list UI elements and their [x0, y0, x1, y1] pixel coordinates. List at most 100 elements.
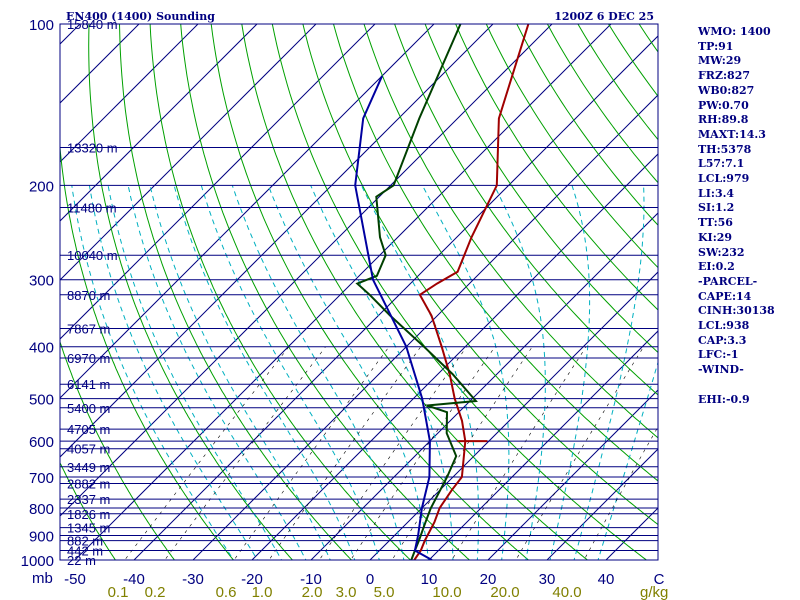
pressure-unit-label: mb — [32, 570, 53, 587]
mixing-ratio-axis: 0.1 0.2 0.6 1.0 2.0 3.0 5.0 10.0 20.0 40.0 g/kg — [108, 584, 669, 600]
temperature-line — [413, 24, 530, 560]
mixing-ratio-line — [319, 346, 467, 560]
mixing-ratio-label: 3.0 — [336, 584, 357, 600]
height-label: 11480 m — [67, 201, 117, 216]
isotherm-line — [60, 24, 376, 340]
pressure-tick-label: 400 — [29, 340, 54, 357]
pressure-tick-label: 700 — [29, 470, 54, 487]
plot-frame — [59, 23, 659, 561]
isotherm-line — [60, 24, 199, 163]
mixing-ratio-label: 20.0 — [490, 584, 519, 600]
index-line: EI:0.2 — [698, 260, 735, 274]
temperature-tick-label: 10 — [421, 571, 438, 588]
dry-adiabat — [60, 461, 117, 560]
index-line: SI:1.2 — [698, 201, 735, 215]
index-line: CAPE:14 — [698, 289, 752, 303]
index-line: LFC:-1 — [698, 348, 739, 362]
temperature-tick-label: 30 — [539, 571, 556, 588]
temperature-tick-label: -30 — [182, 571, 204, 588]
temperature-tick-label: 40 — [598, 571, 615, 588]
moist-adiabat — [267, 185, 429, 560]
temperature-tick-label: -50 — [64, 571, 86, 588]
index-line: SW:232 — [698, 245, 745, 259]
height-label: 13320 m — [67, 141, 118, 156]
height-label: 15840 m — [67, 17, 118, 32]
moist-adiabat — [421, 185, 510, 560]
parcel-line — [354, 75, 433, 560]
temperature-tick-label: -20 — [241, 571, 263, 588]
moist-adiabat — [231, 185, 405, 560]
mixing-ratio-label: 5.0 — [374, 584, 395, 600]
dry-adiabat — [455, 24, 658, 311]
height-label: 1826 m — [67, 507, 110, 522]
dry-adiabat — [88, 24, 294, 560]
index-line: CAP:3.3 — [698, 333, 747, 347]
index-line — [698, 378, 798, 393]
mixing-ratio-line — [164, 346, 326, 560]
index-line: L57:7.1 — [698, 157, 745, 171]
mixing-ratio-label: 40.0 — [552, 584, 581, 600]
isotherm-line — [369, 271, 658, 560]
isotherm-line — [60, 24, 317, 281]
mixing-ratio-label: 1.0 — [252, 584, 273, 600]
dry-adiabat — [60, 340, 176, 560]
dry-adiabat — [424, 24, 658, 354]
mixing-ratio-label: 0.2 — [145, 584, 166, 600]
isotherm-line — [251, 153, 658, 560]
index-line: WB0:827 — [698, 83, 755, 97]
isotherm-line — [60, 24, 553, 517]
moist-adiabat — [71, 185, 235, 560]
isotherm-line — [0, 24, 21, 560]
height-label: 22 m — [67, 553, 96, 568]
isotherm-line — [133, 35, 658, 560]
dry-adiabat — [241, 24, 589, 560]
moist-adiabat — [597, 360, 658, 560]
isotherm-line — [546, 448, 658, 560]
height-label: 5400 m — [67, 401, 110, 416]
dry-adiabat — [302, 24, 658, 526]
valid-time: 1200Z 6 DEC 25 — [554, 10, 654, 23]
dry-adiabat — [119, 24, 353, 560]
index-line: LI:3.4 — [698, 186, 735, 200]
dry-adiabat — [149, 24, 412, 560]
dry-adiabat — [60, 141, 235, 560]
isotherm-line — [310, 212, 658, 560]
background-grid — [0, 24, 658, 560]
height-label: 10040 m — [67, 248, 118, 263]
mixing-ratio-line — [391, 346, 533, 560]
index-line: RH:89.8 — [698, 113, 749, 127]
height-label: 2882 m — [67, 477, 110, 492]
dry-adiabat — [363, 24, 658, 439]
mixing-ratio-label: 2.0 — [302, 584, 323, 600]
index-line: -WIND- — [698, 363, 744, 377]
moist-adiabat — [360, 185, 479, 560]
moist-adiabat — [127, 185, 307, 560]
dewpoint-line — [355, 24, 478, 560]
index-line: EHI:-0.9 — [698, 392, 750, 406]
pressure-tick-label: 800 — [29, 501, 54, 518]
moist-adiabat — [149, 185, 331, 560]
isotherm-line — [428, 330, 658, 560]
temperature-axis: -50 -40 -30 -20 -10 0 10 20 30 40 C — [64, 571, 664, 588]
index-line: KI:29 — [698, 230, 733, 244]
index-line: MAXT:14.3 — [698, 127, 766, 141]
index-line: TP:91 — [698, 39, 734, 53]
mixing-ratio-line — [268, 346, 422, 560]
dry-adiabat — [271, 24, 648, 560]
index-line: CINH:30138 — [698, 304, 775, 318]
mixing-ratio-label: 0.1 — [108, 584, 129, 600]
height-label: 6141 m — [67, 377, 110, 392]
isotherm-line — [192, 94, 658, 560]
height-label: 2337 m — [67, 492, 110, 507]
chart-title: EN400 (1400) Sounding — [66, 10, 215, 23]
pressure-tick-label: 900 — [29, 528, 54, 545]
pressure-tick-label: 500 — [29, 392, 54, 409]
temperature-unit-label: C — [654, 571, 665, 588]
mixing-ratio-label: 0.6 — [216, 584, 237, 600]
height-label: 882 m — [67, 534, 103, 549]
isotherm-line — [60, 24, 494, 458]
temperature-tick-label: -10 — [300, 571, 322, 588]
dry-adiabat — [485, 24, 658, 269]
height-label: 1345 m — [67, 521, 110, 536]
